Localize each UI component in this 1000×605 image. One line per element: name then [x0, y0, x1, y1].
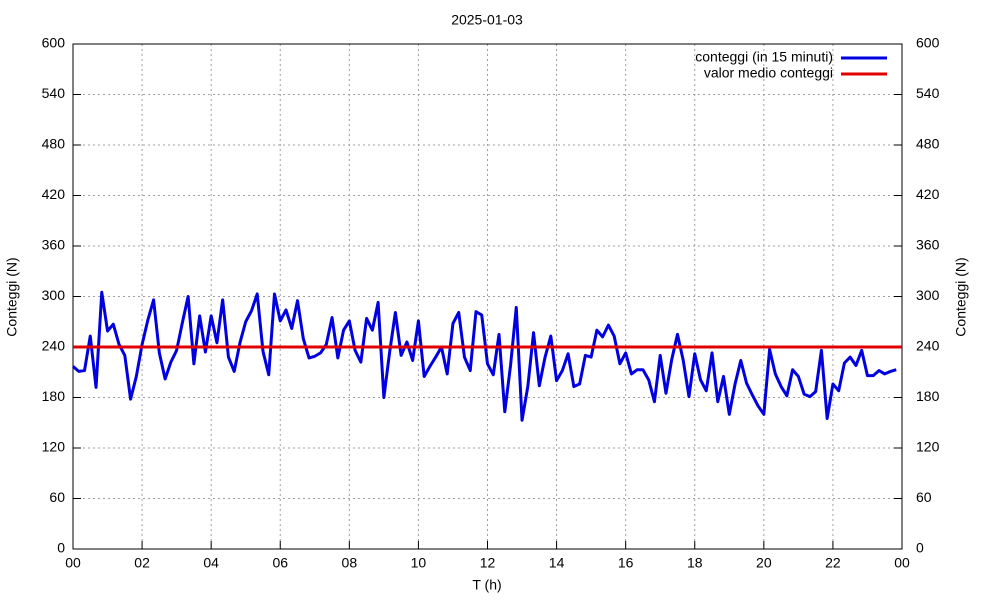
y-tick-label: 540: [42, 85, 66, 101]
x-tick-label: 04: [203, 555, 219, 571]
y2-tick-label: 180: [916, 388, 940, 404]
y2-tick-label: 600: [916, 35, 940, 51]
y-tick-label: 120: [42, 439, 66, 455]
x-tick-label: 14: [549, 555, 565, 571]
x-tick-label: 02: [134, 555, 150, 571]
legend-label: conteggi (in 15 minuti): [695, 49, 833, 65]
data-line: [72, 290, 897, 422]
y2-tick-label: 360: [916, 237, 940, 253]
y-tick-label: 420: [42, 186, 66, 202]
x-tick-label: 06: [272, 555, 288, 571]
x-tick-label: 18: [687, 555, 703, 571]
y-tick-label: 300: [42, 287, 66, 303]
legend-label: valor medio conteggi: [704, 65, 833, 81]
x-tick-label: 10: [411, 555, 427, 571]
x-tick-label: 16: [618, 555, 634, 571]
y2-tick-label: 480: [916, 136, 940, 152]
y2-axis-label: Conteggi (N): [953, 257, 969, 336]
y-tick-label: 60: [49, 489, 65, 505]
x-tick-label: 00: [894, 555, 910, 571]
y-tick-label: 360: [42, 237, 66, 253]
plot-frame: [72, 43, 903, 550]
y-tick-label: 180: [42, 388, 66, 404]
y-axis-label: Conteggi (N): [4, 257, 20, 336]
x-tick-label: 12: [480, 555, 496, 571]
y-tick-label: 480: [42, 136, 66, 152]
x-tick-label: 00: [65, 555, 81, 571]
y-tick-label: 600: [42, 35, 66, 51]
y2-tick-label: 120: [916, 439, 940, 455]
y2-tick-label: 60: [916, 489, 932, 505]
y2-tick-label: 0: [916, 540, 924, 556]
x-tick-label: 08: [342, 555, 358, 571]
y-tick-label: 240: [42, 338, 66, 354]
x-tick-label: 22: [825, 555, 841, 571]
y2-tick-label: 420: [916, 186, 940, 202]
x-axis-label: T (h): [472, 577, 501, 593]
y2-tick-label: 300: [916, 287, 940, 303]
y2-tick-label: 240: [916, 338, 940, 354]
chart-title: 2025-01-03: [451, 12, 523, 28]
x-tick-label: 20: [756, 555, 772, 571]
y2-tick-label: 540: [916, 85, 940, 101]
y-tick-label: 0: [57, 540, 65, 556]
